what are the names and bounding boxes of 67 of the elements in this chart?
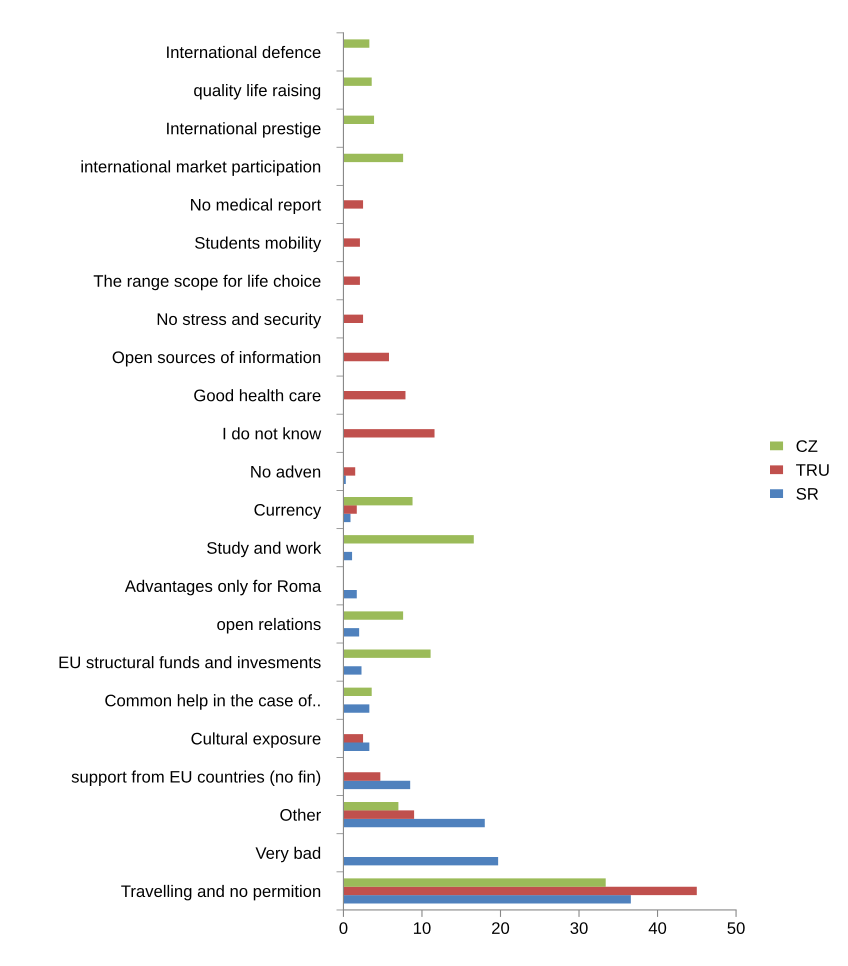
y-tick-label: No adven bbox=[251, 465, 320, 478]
legend-label: CZ bbox=[796, 440, 818, 452]
bar bbox=[343, 77, 372, 86]
bar bbox=[343, 514, 351, 522]
y-tick-label: Very bad bbox=[256, 846, 320, 862]
y-tick-label: Currency bbox=[254, 504, 322, 520]
y-tick-label: Common help in the case of.. bbox=[105, 694, 320, 710]
y-tick-label: Travelling and no permition bbox=[121, 884, 320, 900]
bar bbox=[343, 611, 404, 620]
bar bbox=[343, 628, 360, 637]
y-tick-label: Students mobility bbox=[195, 236, 322, 252]
x-tick-label: 40 bbox=[648, 922, 666, 934]
y-tick-label: open relations bbox=[217, 618, 321, 634]
y-tick-label: support from EU countries (no fin) bbox=[72, 770, 320, 786]
x-tick-label: 20 bbox=[492, 922, 510, 934]
bar bbox=[343, 39, 370, 48]
y-tick-label: EU structural funds and invesments bbox=[60, 656, 321, 668]
bar bbox=[343, 802, 398, 810]
bar bbox=[343, 818, 485, 828]
bar bbox=[343, 467, 356, 476]
bar bbox=[343, 772, 380, 781]
bar bbox=[343, 154, 404, 162]
bar bbox=[343, 238, 360, 247]
bar bbox=[343, 742, 370, 751]
bar bbox=[343, 666, 362, 675]
bar bbox=[343, 780, 410, 790]
bar bbox=[343, 200, 364, 209]
y-tick-label: International prestige bbox=[167, 122, 320, 138]
bar bbox=[343, 552, 352, 560]
y-tick-label: Good health care bbox=[194, 389, 320, 402]
y-tick-label: I do not know bbox=[224, 427, 322, 440]
x-tick-label: 10 bbox=[414, 922, 431, 934]
bar bbox=[343, 856, 498, 866]
y-tick-label: Study and work bbox=[207, 542, 322, 558]
y-tick-label: international market participation bbox=[81, 160, 320, 176]
x-tick-label: 50 bbox=[727, 922, 745, 934]
y-tick-label: No medical report bbox=[191, 198, 322, 214]
legend-label: SR bbox=[796, 488, 818, 500]
x-tick-label: 0 bbox=[339, 922, 348, 934]
y-tick-label: International defence bbox=[167, 46, 320, 58]
bar bbox=[343, 650, 431, 658]
bar bbox=[343, 688, 372, 696]
x-tick-label: 30 bbox=[570, 922, 588, 934]
bar bbox=[343, 496, 413, 506]
bar bbox=[343, 535, 474, 544]
bar bbox=[343, 429, 435, 438]
legend-label: TRU bbox=[796, 464, 829, 476]
bar bbox=[343, 895, 631, 904]
bar bbox=[343, 276, 360, 285]
bar bbox=[343, 314, 364, 324]
bar bbox=[343, 390, 406, 400]
y-tick-label: The range scope for life choice bbox=[94, 274, 320, 290]
bar bbox=[343, 878, 606, 887]
y-tick-label: Open sources of information bbox=[112, 350, 320, 366]
bar bbox=[343, 886, 697, 896]
y-tick-label: Cultural exposure bbox=[191, 732, 320, 748]
bar bbox=[343, 505, 357, 514]
y-tick-label: quality life raising bbox=[194, 84, 320, 100]
y-tick-label: Other bbox=[280, 808, 321, 821]
bar bbox=[343, 116, 374, 124]
bar bbox=[343, 810, 414, 819]
bar bbox=[343, 704, 370, 713]
bar bbox=[343, 352, 389, 362]
bar bbox=[343, 734, 364, 743]
y-tick-label: Advantages only for Roma bbox=[124, 580, 322, 596]
y-tick-label: No stress and security bbox=[158, 312, 322, 328]
bar bbox=[343, 590, 357, 598]
